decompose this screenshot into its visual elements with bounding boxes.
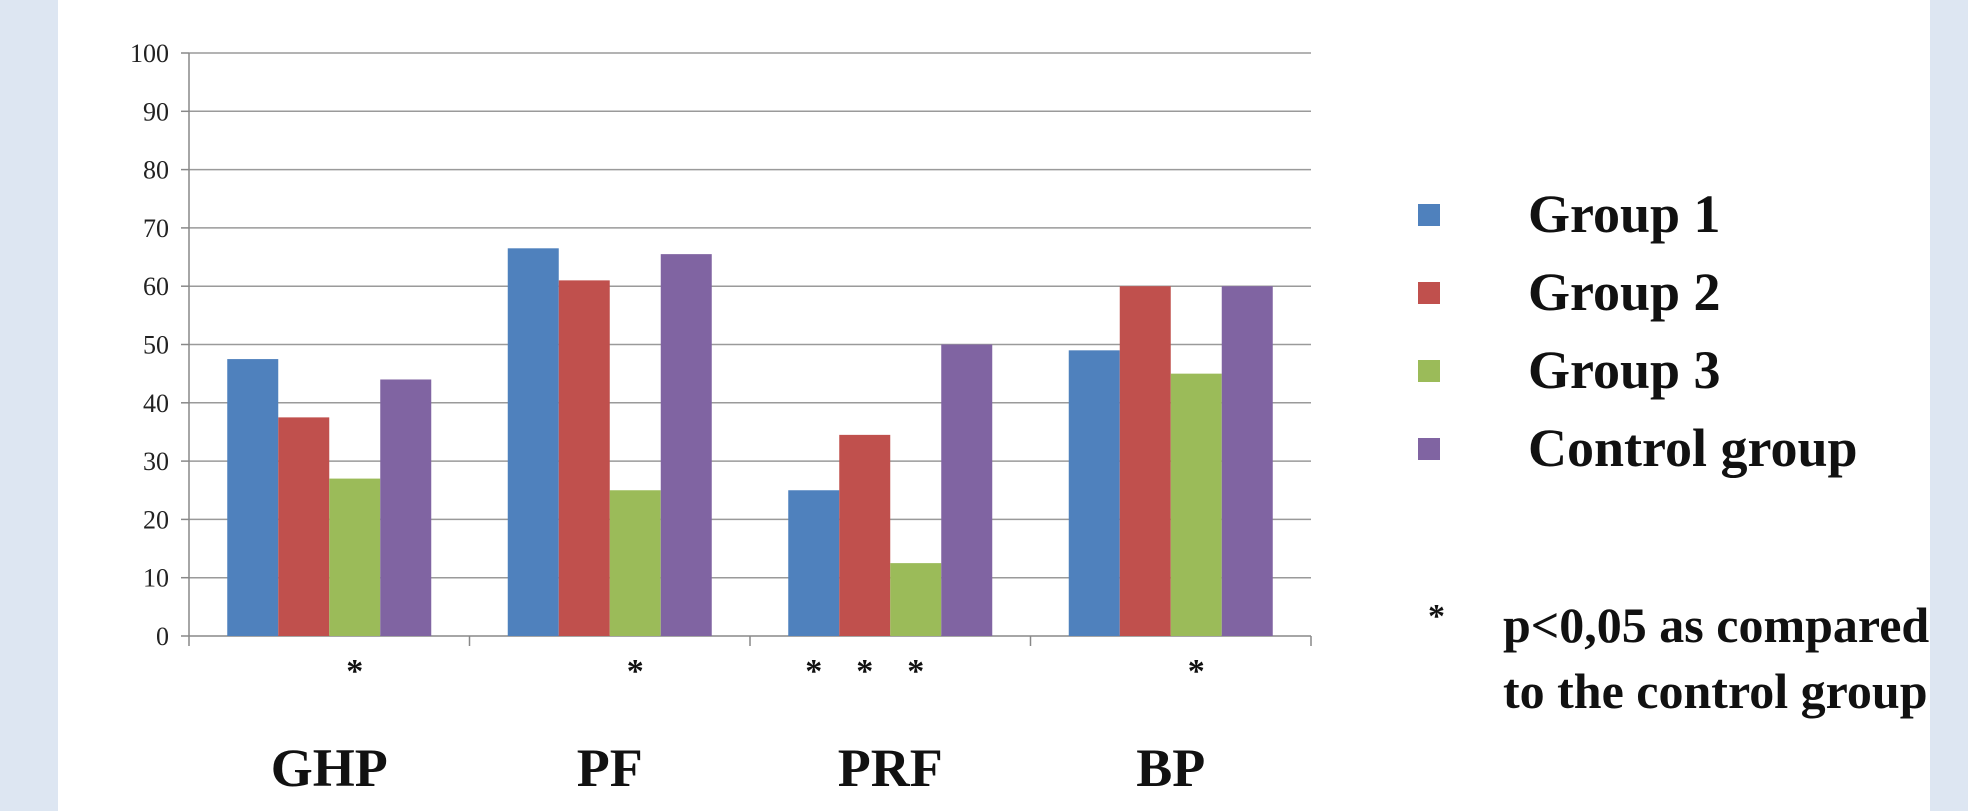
legend-label: Group 3 (1528, 340, 1721, 400)
y-tick-label: 10 (143, 564, 169, 593)
legend-label: Group 1 (1528, 184, 1721, 244)
legend-swatch (1418, 282, 1440, 304)
significance-marker: * (627, 653, 644, 690)
bar (558, 280, 610, 636)
bar (788, 490, 840, 636)
y-tick-label: 90 (143, 97, 169, 126)
bars (227, 248, 1273, 636)
chart-panel: 0 10 20 30 40 50 60 70 80 90 100 GHP PF PRF BP * * * * * * G… (58, 0, 1930, 811)
bar (278, 417, 330, 636)
significance-marker: * (856, 653, 873, 690)
significance-marker: * (346, 653, 363, 690)
legend-item-control-group: Control group (1418, 412, 1958, 490)
bar (1170, 373, 1222, 636)
category-label: PRF (838, 738, 943, 798)
note-marker: * (1428, 598, 1445, 635)
note-text: p<0,05 as compared to the control group (1503, 597, 1930, 719)
legend-swatch (1418, 360, 1440, 382)
bar (1221, 286, 1273, 636)
category-label: BP (1136, 738, 1205, 798)
bar (890, 563, 942, 636)
y-tick-label: 40 (143, 389, 169, 418)
legend-item-group-2: Group 2 (1418, 256, 1958, 334)
legend-swatch (1418, 204, 1440, 226)
bar (660, 254, 712, 636)
bar (839, 434, 891, 636)
bar (609, 490, 661, 636)
bar (227, 359, 279, 636)
bar (507, 248, 559, 636)
legend-item-group-1: Group 1 (1418, 178, 1958, 256)
legend-swatch (1418, 438, 1440, 460)
legend-label: Control group (1528, 418, 1858, 478)
legend-label: Group 2 (1528, 262, 1721, 322)
y-tick-label: 50 (143, 331, 169, 360)
y-tick-label: 80 (143, 156, 169, 185)
category-label: GHP (271, 738, 388, 798)
significance-marker: * (1188, 653, 1205, 690)
y-tick-label: 20 (143, 505, 169, 534)
bar (1119, 286, 1171, 636)
significance-marker: * (805, 653, 822, 690)
bar (380, 379, 432, 636)
y-tick-label: 100 (130, 39, 169, 68)
y-tick-label: 60 (143, 272, 169, 301)
labels: 0 10 20 30 40 50 60 70 80 90 100 GHP PF PRF BP * * * * * * (130, 39, 1205, 798)
bar (1068, 350, 1120, 636)
bar-chart: 0 10 20 30 40 50 60 70 80 90 100 GHP PF PRF BP * * * * * * (130, 39, 1312, 798)
y-tick-label: 0 (156, 622, 169, 651)
bar (941, 344, 993, 636)
category-label: PF (577, 738, 643, 798)
legend: Group 1 Group 2 Group 3 Control group (1418, 178, 1958, 490)
legend-item-group-3: Group 3 (1418, 334, 1958, 412)
significance-marker: * (907, 653, 924, 690)
y-tick-label: 30 (143, 447, 169, 476)
y-tick-label: 70 (143, 214, 169, 243)
bar (329, 478, 381, 636)
